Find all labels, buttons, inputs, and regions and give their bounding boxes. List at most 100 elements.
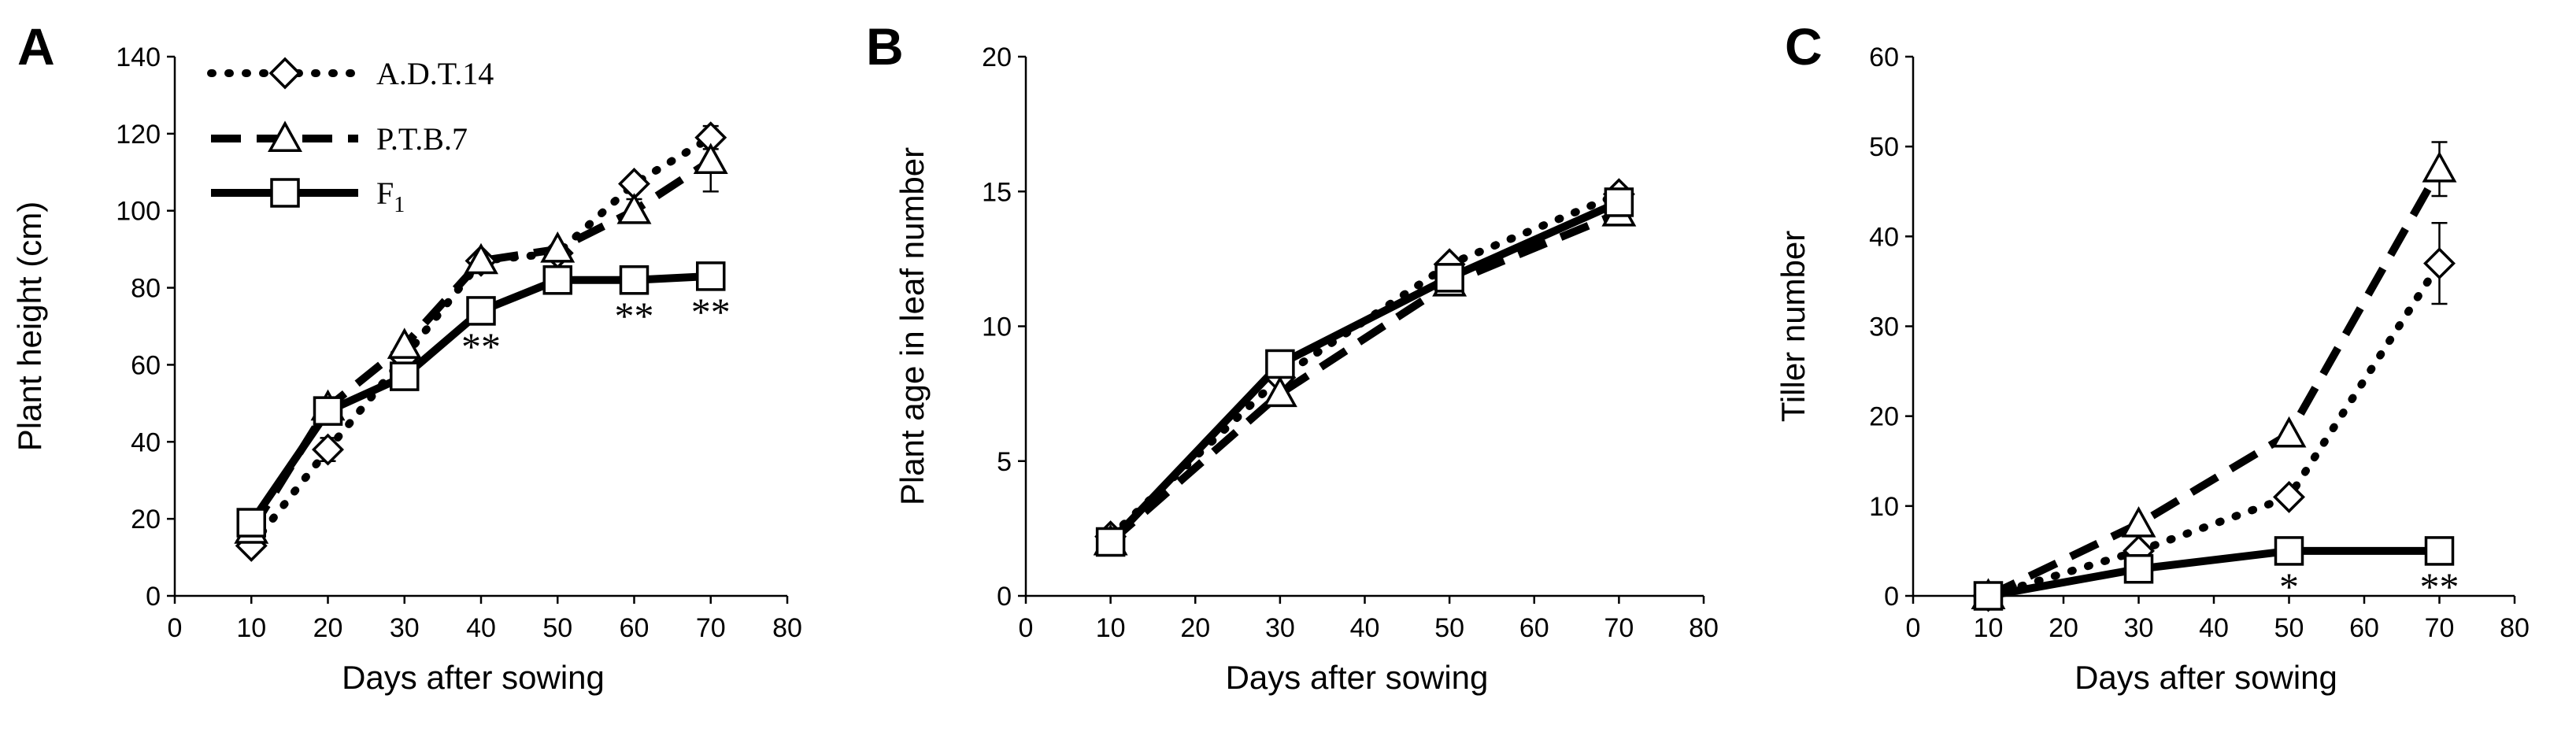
point-triangle <box>1262 375 1297 408</box>
panel-label: C <box>1785 17 1823 76</box>
point-diamond <box>2423 247 2456 280</box>
series-line-ptb7 <box>1986 167 2443 600</box>
series-line-f1 <box>1987 546 2440 600</box>
legend-label-subscript: 1 <box>394 193 405 217</box>
point-triangle <box>616 193 652 224</box>
legend-triangle-icon <box>268 120 302 152</box>
x-tick-label: 0 <box>1019 613 1034 643</box>
x-tick-label: 70 <box>2425 613 2455 643</box>
x-tick-label: 30 <box>2124 613 2154 643</box>
y-tick-label: 20 <box>131 505 161 534</box>
series-line-f1 <box>1108 198 1621 545</box>
x-axis-label: Days after sowing <box>2074 659 2337 696</box>
point-triangle <box>2422 151 2457 183</box>
y-tick-label: 30 <box>1869 312 1899 342</box>
x-tick-label: 40 <box>1350 613 1380 643</box>
x-tick-label: 80 <box>2500 613 2530 643</box>
point-triangle <box>693 142 728 175</box>
point-triangle <box>387 327 422 359</box>
y-tick-label: 20 <box>982 43 1012 72</box>
point-triangle <box>2271 416 2307 448</box>
panel-c: C 0 10 20 30 40 50 60 0 10 20 30 40 50 60 70 80 Days afte… <box>1775 17 2530 696</box>
x-tick-label: 20 <box>313 613 343 643</box>
y-axis-label: Tiller number <box>1775 231 1812 423</box>
y-tick-label: 60 <box>1869 43 1899 72</box>
point-square <box>2274 536 2304 566</box>
series-line-ptb7 <box>1108 209 1621 545</box>
point-square <box>313 396 343 426</box>
panel-label: B <box>866 17 904 76</box>
y-tick-label: 0 <box>997 582 1012 612</box>
panel-b: B 0 5 10 15 20 0 10 20 30 40 50 60 70 80 Days after sow… <box>866 17 1719 696</box>
x-tick-label: 60 <box>620 613 650 643</box>
y-tick-label: 60 <box>131 350 161 380</box>
point-triangle <box>540 231 576 263</box>
x-tick-label: 80 <box>772 613 802 643</box>
significance-label: ** <box>461 324 501 368</box>
y-tick-label: 15 <box>982 177 1012 207</box>
point-square <box>2424 536 2455 566</box>
point-diamond <box>2273 480 2305 513</box>
y-tick-label: 80 <box>131 274 161 304</box>
point-square <box>466 296 496 326</box>
y-tick-label: 20 <box>1869 402 1899 432</box>
series-line-adt14 <box>1984 259 2444 600</box>
x-tick-label: 40 <box>2199 613 2229 643</box>
y-tick-label: 50 <box>1869 132 1899 162</box>
point-square <box>619 265 650 295</box>
x-tick-label: 60 <box>1519 613 1549 643</box>
y-tick-label: 100 <box>116 197 161 227</box>
y-tick-label: 10 <box>982 312 1012 342</box>
y-tick-label: 120 <box>116 120 161 150</box>
point-diamond <box>312 433 344 466</box>
y-tick-label: 0 <box>1884 582 1899 612</box>
x-tick-label: 80 <box>1689 613 1719 643</box>
point-triangle <box>2121 506 2156 538</box>
x-tick-label: 10 <box>1096 613 1126 643</box>
point-square <box>542 265 572 295</box>
x-tick-label: 10 <box>1974 613 2004 643</box>
y-axis-label: Plant height (cm) <box>11 202 48 451</box>
x-tick-label: 0 <box>1906 613 1921 643</box>
legend-diamond-icon <box>268 57 302 90</box>
point-square <box>1604 187 1634 217</box>
x-tick-label: 20 <box>1180 613 1210 643</box>
y-tick-label: 140 <box>116 43 161 72</box>
x-tick-label: 70 <box>1604 613 1634 643</box>
x-axis-label: Days after sowing <box>1226 659 1489 696</box>
legend-label: F1 <box>376 176 405 217</box>
legend-label: P.T.B.7 <box>376 121 468 157</box>
y-axis-label: Plant age in leaf number <box>894 147 931 505</box>
significance-label: * <box>2279 564 2299 608</box>
x-tick-label: 30 <box>1265 613 1295 643</box>
significance-label: ** <box>615 294 654 338</box>
x-tick-label: 70 <box>696 613 726 643</box>
point-square <box>236 508 266 538</box>
point-square <box>1095 527 1126 557</box>
y-tick-label: 40 <box>1869 222 1899 252</box>
x-tick-label: 10 <box>236 613 266 643</box>
significance-label: ** <box>2420 564 2459 608</box>
panel-label: A <box>17 17 55 76</box>
x-tick-label: 0 <box>168 613 183 643</box>
x-tick-label: 50 <box>1434 613 1464 643</box>
panel-a: A 0 20 40 60 80 100 120 140 0 10 20 30 40 50 60 70 80 Days… <box>11 17 802 696</box>
x-tick-label: 40 <box>466 613 496 643</box>
x-tick-label: 50 <box>2274 613 2304 643</box>
x-tick-label: 30 <box>390 613 420 643</box>
point-square <box>2123 554 2154 584</box>
point-square <box>696 261 726 291</box>
x-tick-label: 60 <box>2349 613 2379 643</box>
y-tick-label: 0 <box>146 582 161 612</box>
y-tick-label: 5 <box>997 447 1012 477</box>
significance-label: ** <box>691 290 731 334</box>
y-tick-label: 40 <box>131 427 161 457</box>
point-square <box>1973 581 2004 611</box>
point-triangle <box>464 242 498 275</box>
x-tick-label: 50 <box>542 613 572 643</box>
point-square <box>1434 263 1464 293</box>
legend: A.D.T.14 P.T.B.7 F1 <box>207 56 494 217</box>
x-tick-label: 20 <box>2049 613 2078 643</box>
point-square <box>1265 349 1295 379</box>
